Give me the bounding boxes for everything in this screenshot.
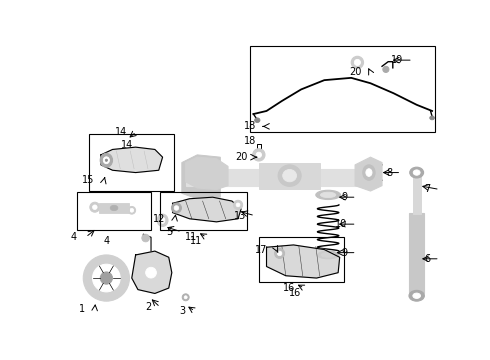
Ellipse shape — [236, 203, 240, 207]
Ellipse shape — [413, 170, 420, 175]
Text: 13: 13 — [233, 211, 245, 221]
Ellipse shape — [174, 206, 179, 210]
Ellipse shape — [128, 206, 136, 214]
Bar — [413, 174, 420, 214]
Polygon shape — [182, 155, 220, 199]
Bar — [259, 237, 343, 282]
Text: 15: 15 — [82, 175, 95, 185]
Ellipse shape — [410, 167, 423, 178]
Text: 4: 4 — [103, 237, 109, 247]
Ellipse shape — [184, 296, 187, 299]
Text: 3: 3 — [179, 306, 186, 316]
Ellipse shape — [383, 66, 389, 72]
Text: 11: 11 — [190, 237, 202, 247]
Text: 19: 19 — [392, 55, 404, 65]
Bar — [89, 134, 174, 191]
Ellipse shape — [253, 149, 265, 161]
Ellipse shape — [354, 59, 361, 66]
Ellipse shape — [130, 208, 134, 212]
Text: 20: 20 — [349, 67, 361, 77]
Ellipse shape — [316, 190, 341, 199]
Text: 14: 14 — [121, 140, 133, 150]
Text: 5: 5 — [166, 227, 172, 237]
Ellipse shape — [430, 116, 435, 120]
Text: 10: 10 — [335, 219, 347, 229]
Ellipse shape — [278, 165, 301, 186]
Text: 18: 18 — [245, 121, 257, 131]
Polygon shape — [267, 245, 340, 278]
Text: 7: 7 — [424, 184, 431, 194]
Ellipse shape — [318, 251, 339, 259]
Bar — [249, 45, 435, 132]
Polygon shape — [355, 157, 382, 191]
Bar — [409, 213, 424, 293]
Ellipse shape — [274, 248, 285, 258]
Bar — [259, 163, 320, 189]
Ellipse shape — [321, 253, 335, 257]
Text: 20: 20 — [235, 152, 247, 162]
Text: 8: 8 — [386, 167, 392, 177]
Ellipse shape — [105, 159, 107, 161]
Ellipse shape — [182, 294, 189, 301]
Text: 9: 9 — [341, 192, 347, 202]
Circle shape — [93, 264, 120, 292]
Ellipse shape — [255, 118, 260, 122]
Circle shape — [83, 255, 129, 301]
Ellipse shape — [172, 203, 181, 213]
Ellipse shape — [256, 152, 262, 158]
Ellipse shape — [320, 192, 336, 198]
Polygon shape — [186, 157, 228, 189]
Ellipse shape — [363, 165, 375, 180]
Ellipse shape — [90, 202, 100, 212]
Ellipse shape — [351, 56, 364, 69]
Text: 4: 4 — [70, 232, 76, 242]
Circle shape — [100, 272, 113, 284]
Ellipse shape — [366, 169, 372, 176]
Ellipse shape — [413, 293, 420, 298]
Ellipse shape — [142, 234, 149, 242]
Ellipse shape — [160, 217, 165, 223]
Text: 18: 18 — [244, 136, 256, 147]
Ellipse shape — [409, 291, 424, 301]
Ellipse shape — [146, 267, 156, 278]
Ellipse shape — [110, 205, 118, 211]
Bar — [186, 169, 378, 186]
Ellipse shape — [93, 205, 97, 210]
Text: 9: 9 — [341, 248, 347, 258]
Text: 16: 16 — [283, 283, 295, 293]
Text: 11: 11 — [185, 232, 197, 242]
Ellipse shape — [277, 251, 282, 256]
Text: 6: 6 — [424, 254, 431, 264]
Text: 16: 16 — [289, 288, 301, 298]
Text: 2: 2 — [145, 302, 151, 312]
Text: 14: 14 — [115, 127, 127, 137]
Polygon shape — [101, 147, 163, 172]
Ellipse shape — [233, 200, 243, 210]
Text: 1: 1 — [79, 304, 86, 314]
Ellipse shape — [283, 170, 296, 182]
Ellipse shape — [157, 214, 168, 226]
Bar — [99, 203, 129, 213]
Text: 12: 12 — [153, 214, 166, 224]
Ellipse shape — [103, 157, 109, 164]
Polygon shape — [172, 197, 241, 222]
Bar — [160, 192, 247, 230]
Bar — [77, 192, 151, 230]
Text: 17: 17 — [255, 244, 268, 255]
Ellipse shape — [100, 153, 113, 167]
Polygon shape — [132, 251, 172, 293]
